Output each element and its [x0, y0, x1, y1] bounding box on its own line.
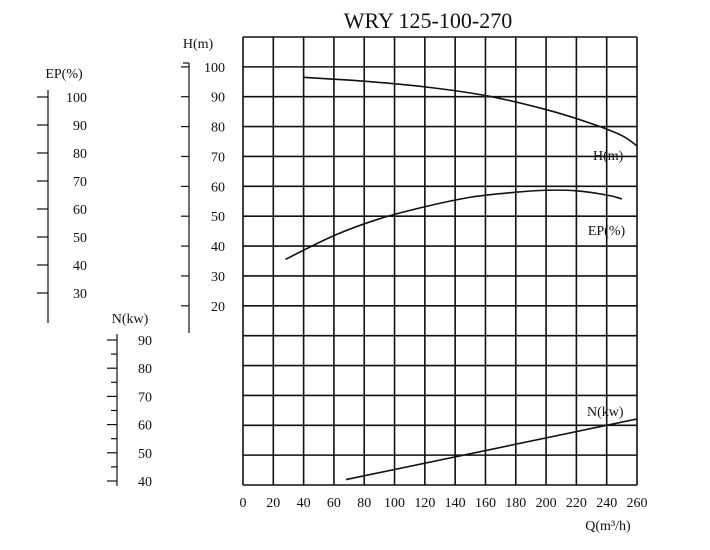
n-curve — [345, 418, 638, 481]
chart-title: WRY 125-100-270 — [344, 8, 512, 33]
x-tick-label: 60 — [327, 496, 341, 511]
h-tick-label: 70 — [211, 150, 225, 165]
axes: 0 20 40 60 80 100 120 140 160 180 200 220 240 260 Q(m³… — [37, 37, 648, 534]
ep-tick-label: 90 — [73, 119, 87, 134]
x-tick-label: 100 — [384, 496, 405, 511]
curves: H(m) EP(%) N(kw) — [285, 76, 638, 481]
x-tick-label: 180 — [505, 496, 526, 511]
h-tick-label: 60 — [211, 180, 225, 195]
ep-tick-label: 50 — [73, 231, 87, 246]
h-tick-label: 40 — [211, 240, 225, 255]
h-tick-label: 90 — [211, 91, 225, 106]
h-curve-label: H(m) — [593, 149, 624, 164]
x-tick-label: 40 — [297, 496, 311, 511]
n-curve-label: N(kw) — [587, 405, 624, 420]
n-tick-label: 50 — [138, 447, 152, 462]
x-tick-label: 200 — [536, 496, 557, 511]
n-tick-label: 40 — [138, 475, 152, 490]
n-tick-label: 80 — [138, 362, 152, 377]
x-tick-label: 20 — [266, 496, 280, 511]
h-axis-label: H(m) — [183, 37, 214, 52]
ep-tick-label: 70 — [73, 175, 87, 190]
grid — [242, 36, 638, 486]
ep-tick-label: 60 — [73, 203, 87, 218]
x-tick-label: 260 — [627, 496, 648, 511]
ep-tick-label: 80 — [73, 147, 87, 162]
n-axis-label: N(kw) — [112, 312, 149, 327]
x-tick-label: 240 — [596, 496, 617, 511]
h-tick-label: 20 — [211, 300, 225, 315]
h-tick-label: 30 — [211, 270, 225, 285]
x-tick-label: 160 — [475, 496, 496, 511]
x-tick-label: 220 — [566, 496, 587, 511]
ep-tick-label: 40 — [73, 259, 87, 274]
ep-curve-label: EP(%) — [588, 224, 626, 239]
n-tick-label: 90 — [138, 334, 152, 349]
h-tick-label: 80 — [211, 121, 225, 136]
h-tick-label: 50 — [211, 210, 225, 225]
x-tick-label: 80 — [357, 496, 371, 511]
x-tick-label: 140 — [445, 496, 466, 511]
n-tick-label: 70 — [138, 390, 152, 405]
x-axis-label: Q(m³/h) — [585, 519, 631, 534]
ep-axis-label: EP(%) — [45, 67, 83, 82]
ep-curve — [285, 189, 623, 261]
ep-tick-label: 30 — [73, 287, 87, 302]
h-tick-label: 100 — [204, 61, 225, 76]
n-tick-label: 60 — [138, 419, 152, 434]
x-tick-label: 0 — [240, 496, 247, 511]
ep-tick-label: 100 — [66, 91, 87, 106]
h-curve — [303, 76, 638, 147]
x-tick-label: 120 — [414, 496, 435, 511]
